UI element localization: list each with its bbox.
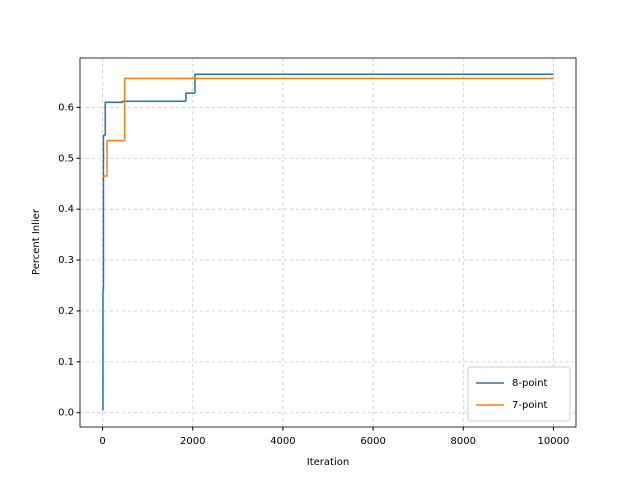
step-segment: [123, 77, 554, 141]
plot-area: [80, 58, 576, 427]
x-axis-label: Iteration: [307, 457, 349, 468]
axes-frame: [79, 57, 577, 428]
y-axis-label: Percent Inlier: [31, 208, 42, 275]
y-tick-label: 0.2: [58, 306, 74, 317]
x-tick-label: 6000: [360, 436, 385, 447]
series: [102, 73, 554, 411]
legend: 8-point 7-point: [467, 366, 571, 422]
y-tick-label: 0.0: [58, 408, 74, 419]
y-tick-label: 0.1: [58, 357, 74, 368]
y-tick-label: 0.3: [58, 255, 74, 266]
x-tick-label: 10000: [538, 436, 570, 447]
y-tick-label: 0.4: [58, 204, 74, 215]
step-segment: [104, 101, 123, 136]
step-segment: [102, 134, 106, 291]
legend-label: 7-point: [512, 400, 548, 411]
legend-box: [467, 366, 571, 422]
y-tick-label: 0.5: [58, 153, 74, 164]
x-tick-label: 2000: [180, 436, 205, 447]
step-segment: [122, 100, 186, 103]
series: [102, 77, 554, 177]
x-tick-label: 4000: [270, 436, 295, 447]
x-tick-label: 0: [99, 436, 105, 447]
legend-label: 8-point: [512, 378, 548, 389]
step-segment: [194, 73, 554, 94]
x-tick-label: 8000: [451, 436, 476, 447]
y-tick-label: 0.6: [58, 102, 74, 113]
step-segment: [185, 92, 195, 102]
step-segment: [106, 139, 125, 177]
